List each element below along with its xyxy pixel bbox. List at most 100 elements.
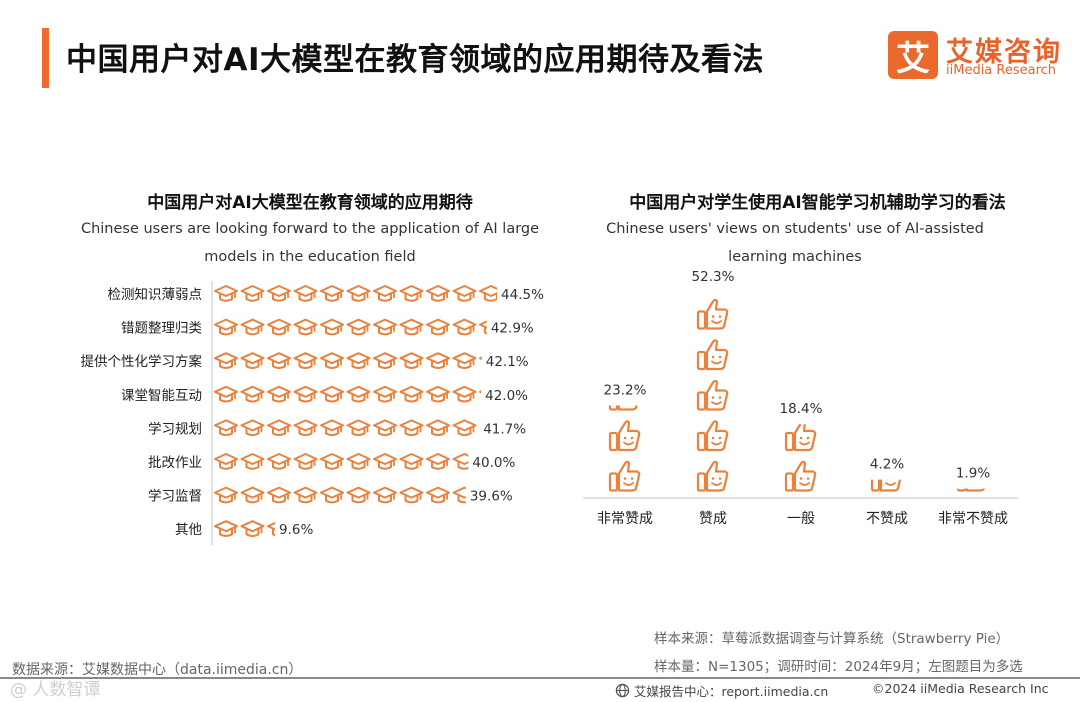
graduation-cap-icon xyxy=(320,419,344,437)
graduation-cap-icon xyxy=(426,453,450,470)
graduation-cap-icon xyxy=(214,285,238,302)
graduation-cap-icon xyxy=(320,486,344,504)
thumbs-up-icon xyxy=(608,420,641,452)
report-center[interactable]: 艾媒报告中心：report.iimedia.cn xyxy=(615,681,828,700)
category-label: 检测知识薄弱点 xyxy=(108,286,203,303)
thumbs-up-icon xyxy=(696,339,729,371)
graduation-cap-icon xyxy=(320,385,344,403)
graduation-cap-icon xyxy=(240,385,265,403)
graduation-cap-icon xyxy=(399,285,424,302)
graduation-cap-icon xyxy=(346,453,371,470)
data-label: 39.6% xyxy=(470,489,513,505)
graduation-cap-icon xyxy=(240,486,265,504)
graduation-cap-icon xyxy=(452,285,477,302)
graduation-cap-icon xyxy=(240,285,265,302)
page-title: 中国用户对AI大模型在教育领域的应用期待及看法 xyxy=(66,42,765,78)
graduation-cap-icon xyxy=(240,419,265,437)
graduation-cap-icon xyxy=(293,285,318,302)
data-label: 42.1% xyxy=(486,354,529,370)
watermark: @ 人数智谭 xyxy=(10,680,101,700)
graduation-cap-icon xyxy=(293,486,318,504)
bar-1 xyxy=(214,318,487,336)
graduation-cap-icon xyxy=(426,352,450,369)
thumbs-up-icon xyxy=(696,460,729,492)
graduation-cap-icon xyxy=(373,318,397,336)
thumbs-up-icon xyxy=(784,424,817,452)
sample-info: 样本量：N=1305；调研时间：2024年9月；左图题目为多选 xyxy=(654,659,1023,675)
graduation-cap-icon xyxy=(293,385,318,403)
graduation-cap-icon xyxy=(320,453,344,470)
graduation-cap-icon xyxy=(452,385,477,403)
data-label: 44.5% xyxy=(501,287,544,303)
graduation-cap-icon xyxy=(399,318,424,336)
sample-source: 样本来源：草莓派数据调查与计算系统（Strawberry Pie） xyxy=(654,631,1010,647)
left-chart-title: 中国用户对AI大模型在教育领域的应用期待 xyxy=(147,193,473,213)
graduation-cap-icon xyxy=(320,285,344,302)
graduation-cap-icon xyxy=(452,318,477,336)
footer-divider xyxy=(0,677,1080,679)
graduation-cap-icon xyxy=(214,520,238,537)
graduation-cap-icon xyxy=(426,419,450,437)
graduation-cap-icon xyxy=(267,486,291,504)
thumbs-up-icon xyxy=(610,340,639,369)
graduation-cap-icon xyxy=(426,318,450,336)
data-label: 42.9% xyxy=(491,321,534,337)
graduation-cap-icon xyxy=(293,318,318,336)
graduation-cap-icon xyxy=(267,419,291,437)
graduation-cap-icon xyxy=(479,320,487,335)
data-label: 23.2% xyxy=(604,383,647,399)
graduation-cap-icon xyxy=(373,486,397,504)
graduation-cap-icon xyxy=(479,390,482,394)
category-label: 一般 xyxy=(787,511,815,527)
graduation-cap-icon xyxy=(214,486,238,504)
data-label: 9.6% xyxy=(279,522,313,538)
graduation-cap-icon xyxy=(346,385,371,403)
category-label: 课堂智能互动 xyxy=(121,388,202,404)
column-0 xyxy=(608,340,641,492)
graduation-cap-icon xyxy=(240,352,265,369)
copyright: ©2024 iiMedia Research Inc xyxy=(872,681,1049,696)
graduation-cap-icon xyxy=(399,453,424,470)
thumbs-up-icon xyxy=(696,379,729,411)
logo-cn-text: 艾媒咨询 xyxy=(946,37,1062,68)
graduation-cap-icon xyxy=(426,285,450,302)
data-label: 4.2% xyxy=(870,457,904,473)
graduation-cap-icon xyxy=(240,520,265,537)
data-label: 41.7% xyxy=(483,421,526,437)
graduation-cap-icon xyxy=(214,318,238,336)
graduation-cap-icon xyxy=(426,385,450,403)
thumbs-up-icon xyxy=(784,460,817,492)
column-1 xyxy=(696,298,729,492)
category-label: 学习规划 xyxy=(148,421,202,437)
title-accent-bar xyxy=(42,28,49,88)
graduation-cap-icon xyxy=(267,521,276,537)
graduation-cap-icon xyxy=(293,419,318,437)
graduation-cap-icon xyxy=(240,318,265,336)
globe-icon xyxy=(615,683,630,698)
graduation-cap-icon xyxy=(399,486,424,504)
iimedia-logo-mark: 艾 xyxy=(888,31,938,79)
graduation-cap-icon xyxy=(214,419,238,437)
thumbs-up-icon xyxy=(696,298,729,330)
data-label: 18.4% xyxy=(780,401,823,417)
category-label: 错题整理归类 xyxy=(121,320,202,337)
right-chart-title: 中国用户对学生使用AI智能学习机辅助学习的看法 xyxy=(629,193,1006,213)
category-label: 提供个性化学习方案 xyxy=(81,353,203,370)
graduation-cap-icon xyxy=(293,453,318,470)
graduation-cap-icon xyxy=(346,352,371,369)
category-label: 非常赞成 xyxy=(597,511,653,527)
graduation-cap-icon xyxy=(240,453,265,470)
thumbs-up-icon xyxy=(958,421,987,450)
thumbs-up-icon xyxy=(608,460,641,492)
category-label: 其他 xyxy=(175,522,202,538)
data-label: 42.0% xyxy=(485,388,528,404)
graduation-cap-icon xyxy=(214,352,238,369)
data-label: 40.0% xyxy=(472,455,515,471)
graduation-cap-icon xyxy=(346,318,371,336)
graduation-cap-icon xyxy=(267,352,291,369)
graduation-cap-icon xyxy=(399,352,424,369)
data-source: 数据来源：艾媒数据中心（data.iimedia.cn） xyxy=(12,662,303,678)
graduation-cap-icon xyxy=(479,356,482,361)
